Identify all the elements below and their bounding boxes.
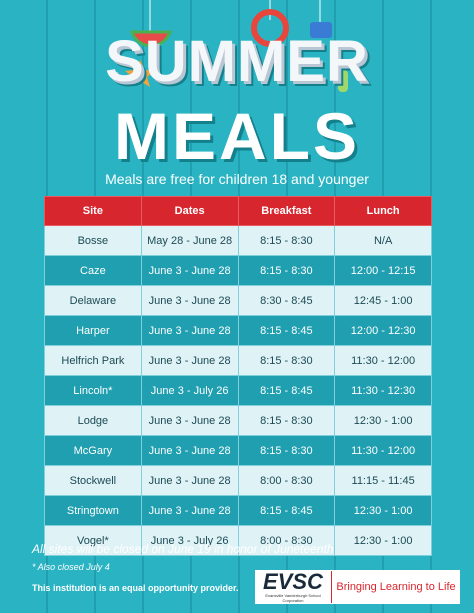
table-cell: 12:30 - 1:00: [334, 495, 432, 526]
logo-name: EVSC: [263, 569, 323, 594]
table-cell: June 3 - June 28: [140, 315, 239, 346]
column-header: Site: [44, 196, 142, 226]
table-cell: June 3 - June 28: [140, 435, 239, 466]
table-cell: 11:15 - 11:45: [334, 465, 432, 496]
column-header: Dates: [140, 196, 239, 226]
title: MEALS: [114, 99, 360, 173]
column-header: Lunch: [334, 196, 432, 226]
table-cell: McGary: [44, 435, 142, 466]
table-cell: June 3 - June 28: [140, 495, 239, 526]
table-cell: Lincoln*: [44, 375, 142, 406]
table-cell: Delaware: [44, 285, 142, 316]
table-row: Vogel* June 3 - July 26 8:00 - 8:30 12:30 -…: [44, 525, 432, 556]
logo-full-name: Evansville Vanderburgh School Corporatio…: [265, 593, 321, 603]
table-cell: Vogel*: [44, 525, 142, 556]
table-cell: 8:00 - 8:30: [237, 525, 336, 556]
table-row: Lodge June 3 - June 28 8:15 - 8:30 12:30 - …: [44, 405, 432, 436]
table-cell: Lodge: [44, 405, 142, 436]
table-cell: June 3 - June 28: [140, 345, 239, 376]
table-cell: June 3 - June 28: [140, 255, 239, 286]
table-cell: 12:00 - 12:30: [334, 315, 432, 346]
table-cell: Harper: [44, 315, 142, 346]
table-cell: 12:30 - 1:00: [334, 405, 432, 436]
table-cell: 8:15 - 8:30: [237, 405, 336, 436]
table-row: Bosse May 28 - June 28 8:15 - 8:30 N/A: [44, 225, 432, 256]
table-cell: 8:15 - 8:30: [237, 225, 336, 256]
table-cell: June 3 - June 28: [140, 285, 239, 316]
table-cell: 11:30 - 12:00: [334, 345, 432, 376]
table-cell: 8:15 - 8:30: [237, 435, 336, 466]
table-row: Stockwell June 3 - June 28 8:00 - 8:30 11:1…: [44, 465, 432, 496]
table-row: Helfrich Park June 3 - June 28 8:15 - 8:30…: [44, 345, 432, 376]
table-cell: May 28 - June 28: [140, 225, 239, 256]
slogan: Bringing Learning to Life: [336, 581, 456, 593]
table-cell: Caze: [44, 255, 142, 286]
table-row: Delaware June 3 - June 28 8:30 - 8:45 12:45…: [44, 285, 432, 316]
table-cell: N/A: [334, 225, 432, 256]
decorations: [125, 0, 348, 92]
table-row: Caze June 3 - June 28 8:15 - 8:30 12:00 - 1…: [44, 255, 432, 286]
table-cell: June 3 - July 26: [140, 375, 239, 406]
header-row: Site Dates Breakfast Lunch: [44, 196, 432, 226]
table-cell: June 3 - June 28: [140, 405, 239, 436]
tagline: Meals are free for children 18 and young…: [105, 171, 369, 187]
table-cell: June 3 - June 28: [140, 465, 239, 496]
column-header: Breakfast: [237, 196, 336, 226]
note: All sites will be closed on June 19 in h…: [32, 542, 334, 556]
table-row: Harper June 3 - June 28 8:15 - 8:45 12:00 -…: [44, 315, 432, 346]
table-cell: 11:30 - 12:00: [334, 435, 432, 466]
table-cell: June 3 - July 26: [140, 525, 239, 556]
title: SUMMER: [105, 29, 369, 94]
table-row: Lincoln* June 3 - July 26 8:15 - 8:45 11:30…: [44, 375, 432, 406]
table-cell: 12:00 - 12:15: [334, 255, 432, 286]
table-cell: 8:00 - 8:30: [237, 465, 336, 496]
table-cell: 12:45 - 1:00: [334, 285, 432, 316]
table-row: Stringtown June 3 - June 28 8:15 - 8:45 12:…: [44, 495, 432, 526]
logo-mark: EVSC Evansville Vanderburgh School Corpo…: [255, 571, 332, 603]
table-cell: Stringtown: [44, 495, 142, 526]
table-cell: 8:15 - 8:30: [237, 345, 336, 376]
table-cell: Helfrich Park: [44, 345, 142, 376]
table-cell: 11:30 - 12:30: [334, 375, 432, 406]
table-cell: 8:30 - 8:45: [237, 285, 336, 316]
table-cell: Stockwell: [44, 465, 142, 496]
table-cell: 8:15 - 8:45: [237, 315, 336, 346]
table-cell: 12:30 - 1:00: [334, 525, 432, 556]
table-cell: Bosse: [44, 225, 142, 256]
table-row: McGary June 3 - June 28 8:15 - 8:30 11:30 -…: [44, 435, 432, 466]
table-cell: 8:15 - 8:45: [237, 495, 336, 526]
logo: EVSC Evansville Vanderburgh School Corpo…: [255, 570, 460, 604]
table-cell: 8:15 - 8:45: [237, 375, 336, 406]
disclaimer: This institution is an equal opportunity…: [32, 583, 239, 593]
footnote: * Also closed July 4: [32, 562, 110, 572]
table-cell: 8:15 - 8:30: [237, 255, 336, 286]
schedule-table: Site Dates Breakfast Lunch Bosse May 28 - Ju…: [44, 196, 432, 556]
